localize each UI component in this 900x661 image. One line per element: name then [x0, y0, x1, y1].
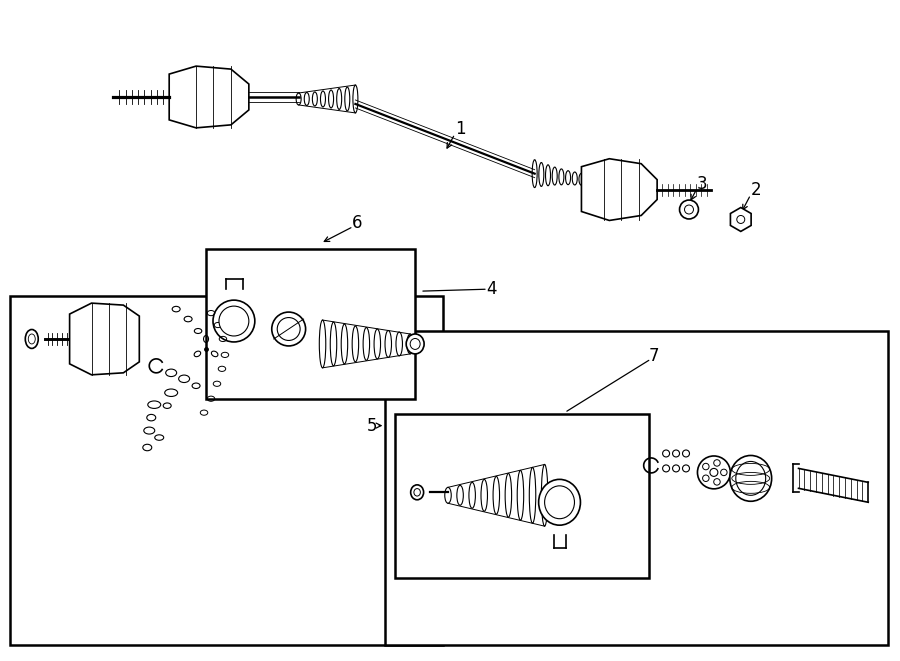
- Ellipse shape: [414, 488, 420, 496]
- Ellipse shape: [662, 465, 670, 472]
- Ellipse shape: [682, 465, 689, 472]
- Ellipse shape: [277, 317, 300, 340]
- Ellipse shape: [410, 338, 420, 350]
- Ellipse shape: [710, 469, 718, 477]
- Ellipse shape: [672, 465, 680, 472]
- Ellipse shape: [703, 463, 709, 470]
- Ellipse shape: [685, 205, 694, 214]
- Text: 2: 2: [751, 180, 761, 198]
- Ellipse shape: [538, 479, 580, 525]
- Ellipse shape: [272, 312, 306, 346]
- Ellipse shape: [714, 459, 720, 466]
- Ellipse shape: [680, 200, 698, 219]
- Ellipse shape: [213, 300, 255, 342]
- Bar: [206, 249, 415, 399]
- Bar: [395, 414, 649, 578]
- Ellipse shape: [219, 306, 248, 336]
- Ellipse shape: [672, 450, 680, 457]
- Text: 7: 7: [649, 347, 660, 365]
- Ellipse shape: [714, 479, 720, 485]
- Text: 3: 3: [697, 175, 707, 192]
- Ellipse shape: [730, 455, 771, 501]
- Polygon shape: [69, 303, 140, 375]
- Ellipse shape: [662, 450, 670, 457]
- Ellipse shape: [406, 334, 424, 354]
- Ellipse shape: [698, 456, 730, 489]
- Bar: [385, 331, 888, 644]
- Text: 4: 4: [487, 280, 497, 298]
- Bar: [10, 296, 443, 644]
- Text: 1: 1: [454, 120, 465, 138]
- Text: 5: 5: [367, 416, 378, 434]
- Polygon shape: [731, 208, 752, 231]
- Ellipse shape: [410, 485, 424, 500]
- Ellipse shape: [703, 475, 709, 481]
- Polygon shape: [169, 66, 248, 128]
- Ellipse shape: [682, 450, 689, 457]
- Ellipse shape: [736, 461, 766, 495]
- Ellipse shape: [721, 469, 727, 476]
- Ellipse shape: [544, 486, 574, 519]
- Polygon shape: [581, 159, 657, 221]
- Text: 6: 6: [352, 214, 363, 233]
